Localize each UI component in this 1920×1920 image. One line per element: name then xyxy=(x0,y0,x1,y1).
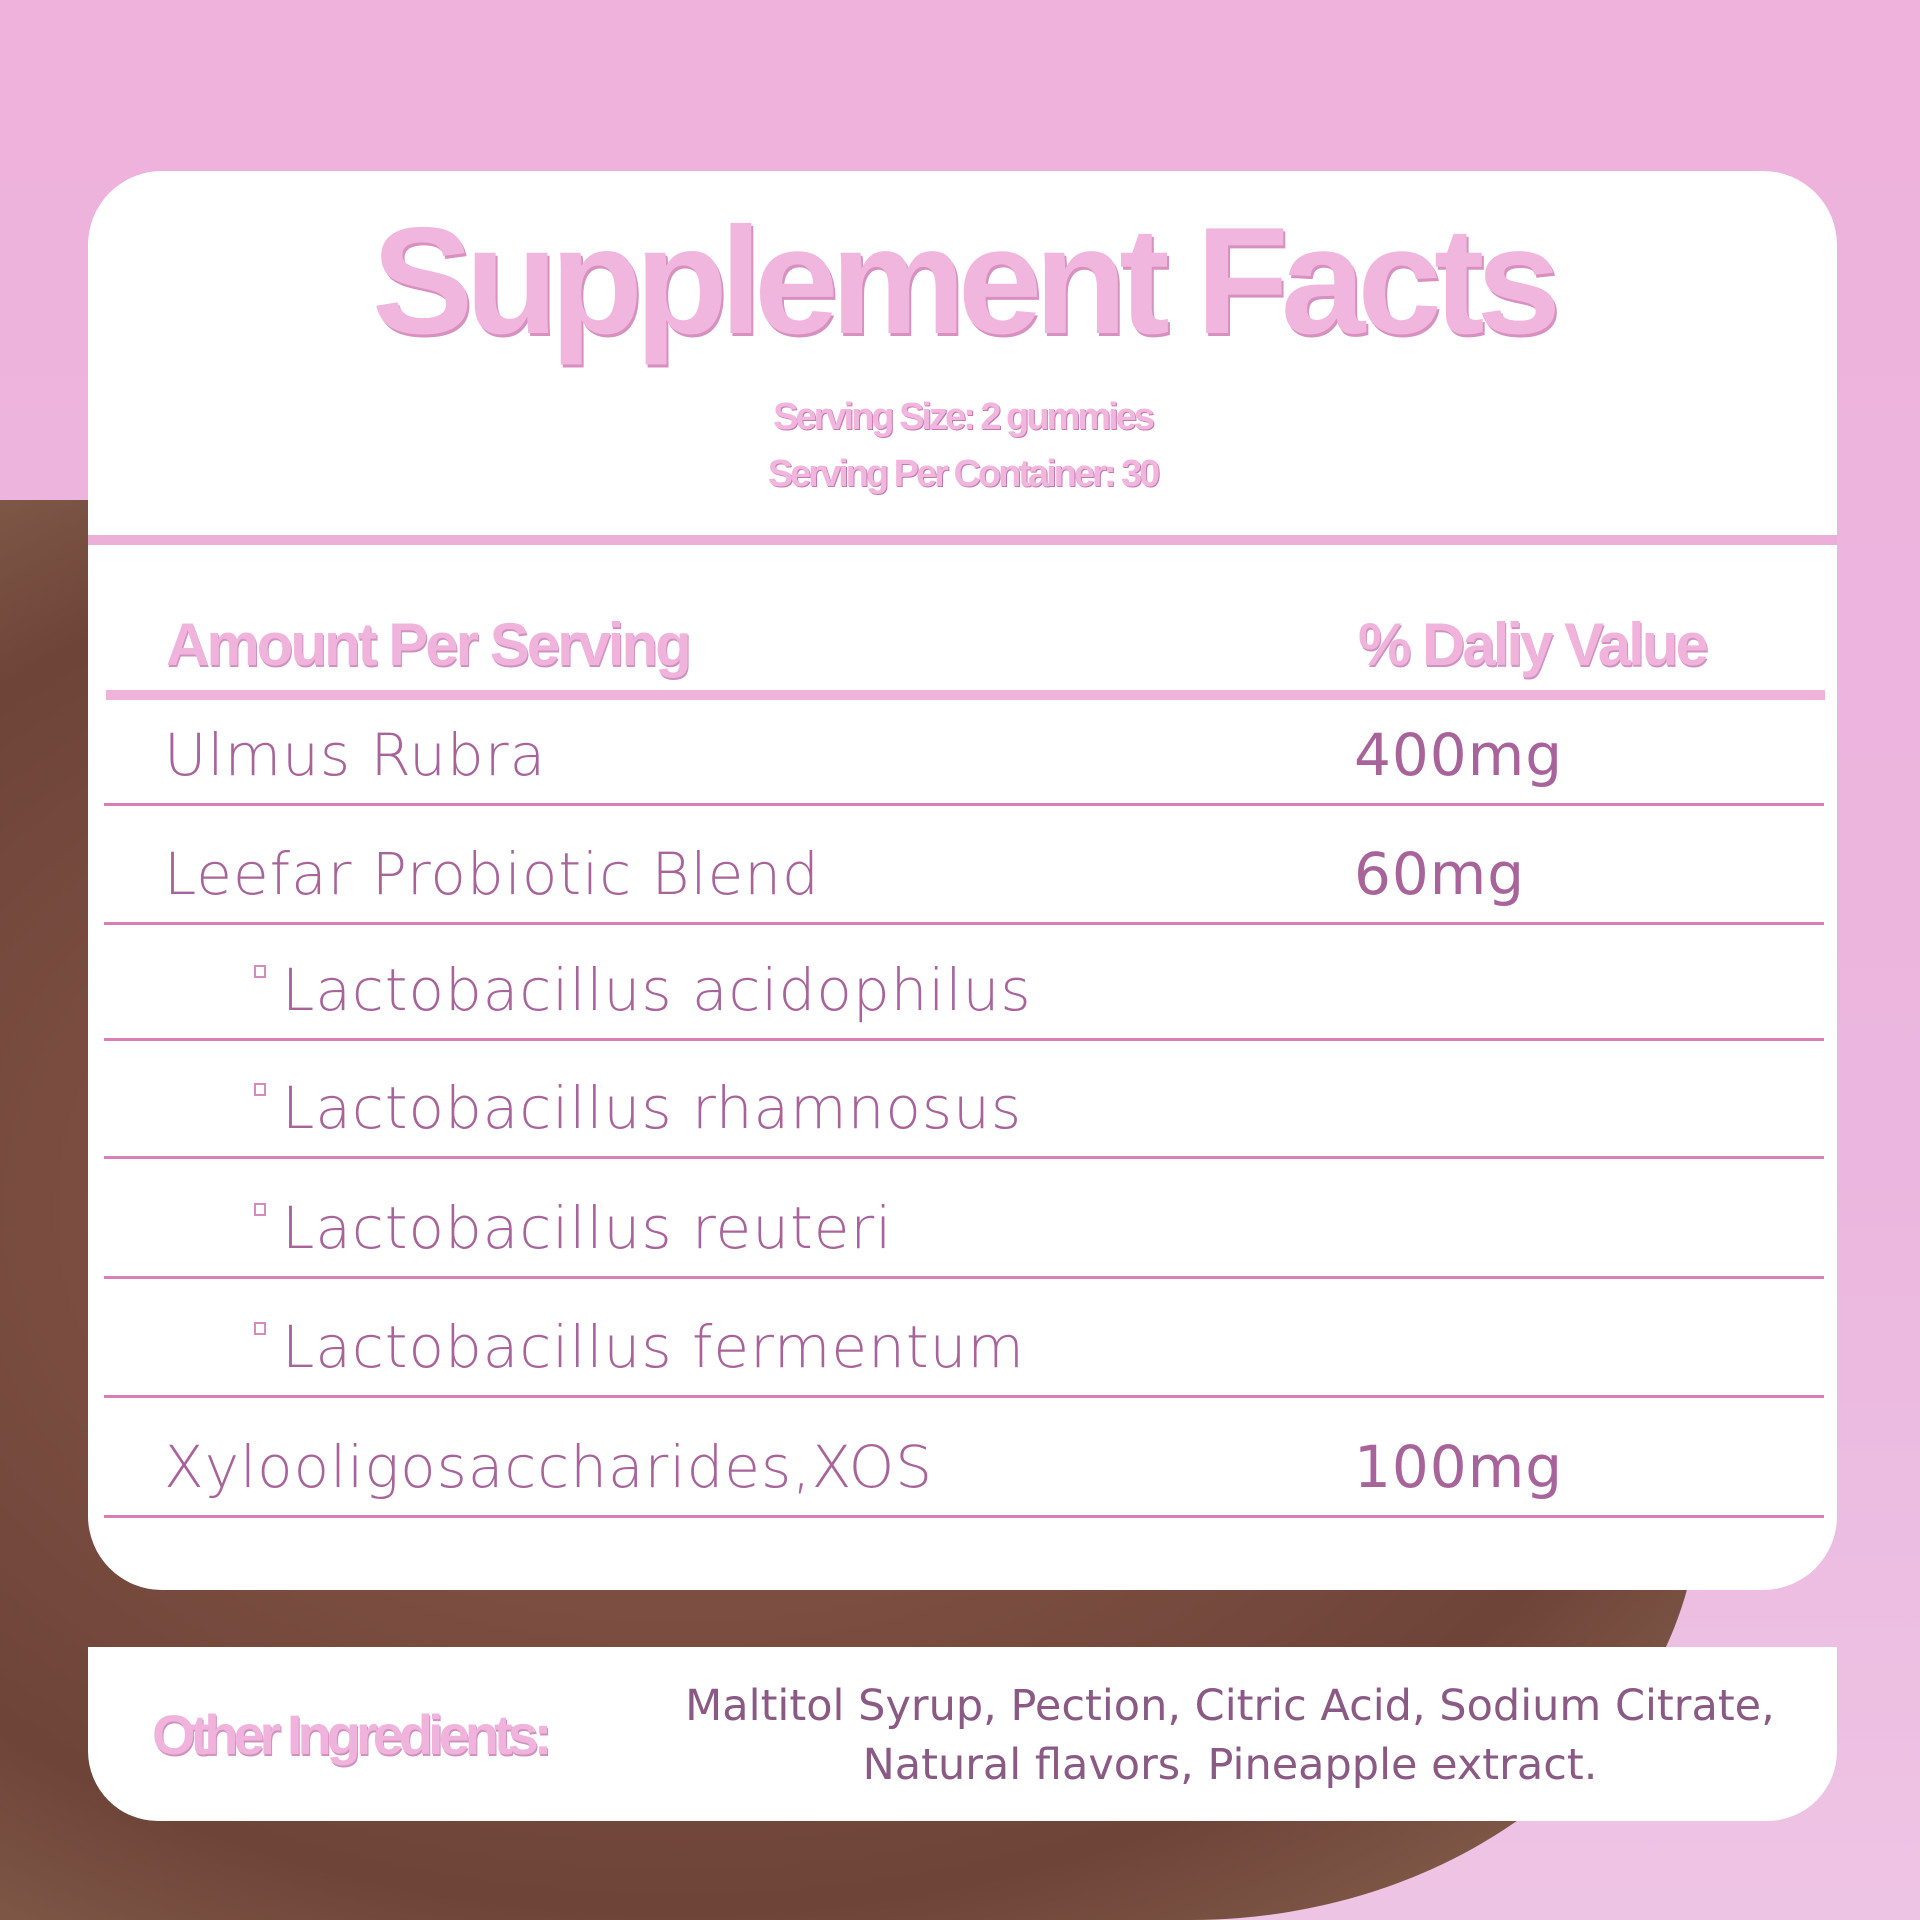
serving-size: Serving Size: 2 gummies xyxy=(773,396,1155,438)
table-row: Lactobacillus acidophilus xyxy=(104,923,1824,1041)
servings-per-container: Serving Per Container: 30 xyxy=(767,453,1161,495)
nutrient-amount: 400mg xyxy=(1354,721,1564,789)
other-ingredients-line-1: Maltitol Syrup, Pection, Citric Acid, So… xyxy=(685,1681,1775,1731)
table-row: Lactobacillus rhamnosus xyxy=(104,1041,1824,1159)
table-row: Lactobacillus reuteri xyxy=(104,1161,1824,1279)
table-row: Lactobacillus fermentum xyxy=(104,1280,1824,1398)
page-title: Supplement Facts xyxy=(371,196,1561,366)
other-ingredients-label: Other Ingredients: xyxy=(152,1703,552,1766)
nutrient-name: Xylooligosaccharides,XOS xyxy=(164,1433,934,1501)
facts-header-card xyxy=(88,171,1837,535)
bullet-icon xyxy=(254,965,266,978)
bullet-icon xyxy=(254,1203,266,1216)
header-rule xyxy=(106,690,1825,700)
nutrient-amount: 100mg xyxy=(1354,1433,1564,1501)
nutrient-name: Lactobacillus reuteri xyxy=(282,1194,893,1262)
other-ingredients-line-2: Natural flavors, Pineapple extract. xyxy=(862,1740,1598,1790)
header-divider xyxy=(88,535,1837,545)
nutrient-amount: 60mg xyxy=(1354,840,1526,908)
nutrient-name: Ulmus Rubra xyxy=(164,721,547,789)
daily-value-header: % Daliy Value xyxy=(1358,611,1709,678)
nutrient-name: Lactobacillus acidophilus xyxy=(282,956,1032,1024)
amount-per-serving-header: Amount Per Serving xyxy=(166,611,692,678)
table-row: Ulmus Rubra 400mg xyxy=(104,688,1824,806)
other-ingredients-card xyxy=(88,1647,1837,1821)
nutrient-name: Lactobacillus rhamnosus xyxy=(282,1074,1023,1142)
other-ingredients-text: Maltitol Syrup, Pection, Citric Acid, So… xyxy=(665,1677,1795,1795)
bullet-icon xyxy=(254,1322,266,1335)
table-row: Xylooligosaccharides,XOS 100mg xyxy=(104,1400,1824,1518)
nutrient-name: Lactobacillus fermentum xyxy=(282,1313,1025,1381)
table-row: Leefar Probiotic Blend 60mg xyxy=(104,807,1824,925)
bullet-icon xyxy=(254,1083,266,1096)
nutrient-name: Leefar Probiotic Blend xyxy=(164,840,820,908)
facts-table-card xyxy=(88,545,1837,1590)
